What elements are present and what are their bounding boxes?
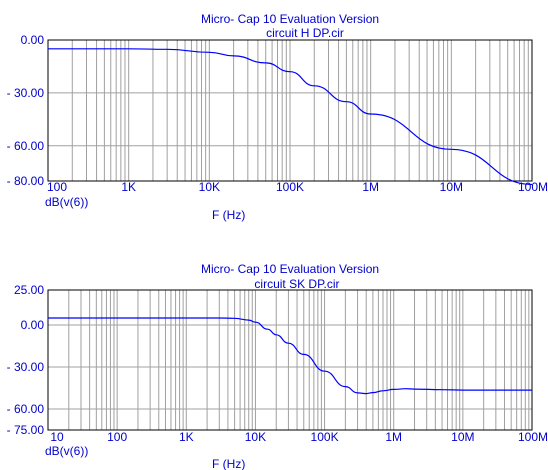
x-tick-label: 100 (107, 430, 127, 444)
plot-bottom-ylabel: dB(v(6)) (45, 444, 88, 458)
x-tick-label: 100K (311, 430, 339, 444)
plot-top-ylabel: dB(v(6)) (45, 195, 88, 209)
series-line (48, 317, 532, 395)
y-tick-label: - 30.00 (7, 86, 45, 100)
x-tick-label: 10 (50, 430, 64, 444)
y-tick-label: - 60.00 (7, 402, 45, 416)
y-tick-label: 0.00 (21, 318, 45, 332)
plot-bottom-subtitle: circuit SK DP.cir (254, 277, 339, 291)
plot-bottom-grid (48, 290, 532, 430)
plot-top-x-ticks: 100 1K 10K 100K 1M 10M 100M (47, 180, 548, 194)
plot-top-grid (48, 40, 532, 181)
x-tick-label: 1M (362, 180, 379, 194)
plot-top-frame (47, 39, 533, 182)
x-tick-label: 10K (245, 430, 266, 444)
x-tick-label: 10M (451, 430, 474, 444)
plot-bottom-curves (48, 317, 532, 395)
y-tick-label: - 60.00 (7, 139, 45, 153)
x-tick-label: 10M (440, 180, 463, 194)
plot-bottom: Micro- Cap 10 Evaluation Version circuit… (7, 262, 548, 470)
plot-top: Micro- Cap 10 Evaluation Version circuit… (7, 12, 548, 222)
y-tick-label: - 30.00 (7, 360, 45, 374)
plot-top-curves (48, 48, 533, 186)
x-tick-label: 100K (276, 180, 304, 194)
x-tick-label: 100 (47, 180, 67, 194)
x-tick-label: 1M (385, 430, 402, 444)
y-tick-label: - 80.00 (7, 174, 45, 188)
x-tick-label: 1K (179, 430, 194, 444)
x-tick-label: 100M (518, 430, 548, 444)
plot-top-subtitle: circuit H DP.cir (266, 26, 344, 40)
plot-bottom-x-ticks: 10 100 1K 10K 100K 1M 10M 100M (50, 430, 548, 444)
plot-top-title: Micro- Cap 10 Evaluation Version (201, 12, 379, 26)
x-tick-label: 100M (518, 180, 548, 194)
x-tick-label: 1K (121, 180, 136, 194)
y-tick-label: 0.00 (21, 33, 45, 47)
y-tick-label: - 75.00 (7, 423, 45, 437)
series-line (48, 48, 533, 186)
plot-bottom-title: Micro- Cap 10 Evaluation Version (201, 262, 379, 276)
y-tick-label: 25.00 (14, 283, 44, 297)
plot-bottom-frame (47, 289, 533, 431)
plot-bottom-y-ticks: 25.00 0.00 - 30.00 - 60.00 - 75.00 (7, 283, 45, 437)
plot-top-xlabel: F (Hz) (212, 208, 245, 222)
x-tick-label: 10K (199, 180, 220, 194)
plot-bottom-xlabel: F (Hz) (212, 457, 245, 470)
plot-top-y-ticks: 0.00 - 30.00 - 60.00 - 80.00 (7, 33, 45, 188)
